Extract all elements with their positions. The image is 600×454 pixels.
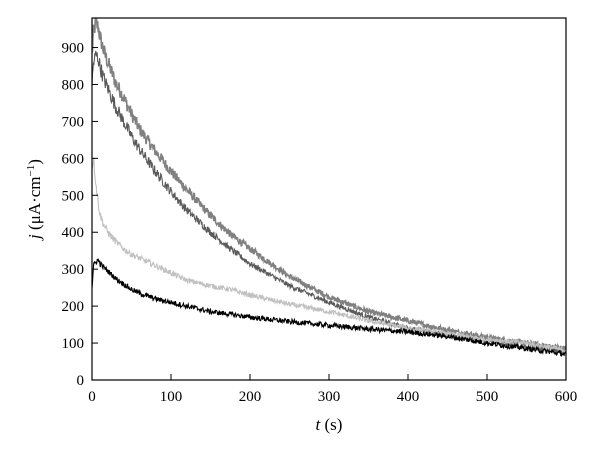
x-axis-label-unit: (s) — [320, 415, 342, 434]
x-tick-label: 400 — [397, 389, 420, 405]
x-tick-label: 100 — [160, 389, 183, 405]
y-axis-label-var: j — [25, 234, 44, 241]
y-tick-label: 200 — [62, 299, 85, 315]
series-line-2 — [91, 50, 567, 356]
y-tick-label: 900 — [62, 41, 85, 57]
y-tick-label: 700 — [62, 114, 85, 130]
y-axis-label-unit-pre: (μA·cm — [25, 176, 44, 234]
x-tick-label: 0 — [88, 389, 96, 405]
series-line-1 — [91, 18, 567, 353]
series-line-3 — [91, 157, 566, 353]
y-tick-label: 500 — [62, 188, 85, 204]
y-tick-label: 100 — [62, 336, 85, 352]
x-axis-label: t (s) — [316, 415, 343, 434]
y-tick-label: 600 — [62, 151, 85, 167]
x-tick-label: 600 — [555, 389, 578, 405]
y-axis-label-unit-post: ) — [25, 159, 44, 165]
series-line-4 — [91, 258, 566, 357]
tick-layer: 0 100 200 300 400 500 600 0 100 200 300 400 500 600 70… — [62, 41, 578, 405]
y-tick-label: 400 — [62, 225, 85, 241]
x-tick-label: 200 — [239, 389, 262, 405]
series-layer — [91, 18, 567, 357]
x-axis-label-var: t — [316, 415, 322, 434]
x-tick-label: 300 — [318, 389, 341, 405]
y-tick-label: 300 — [62, 262, 85, 278]
x-tick-label: 500 — [476, 389, 499, 405]
y-tick-label: 0 — [77, 373, 85, 389]
y-axis-label-superscript: −1 — [25, 165, 37, 177]
y-tick-label: 800 — [62, 77, 85, 93]
y-axis-label: j (μA·cm−1) — [25, 159, 44, 241]
